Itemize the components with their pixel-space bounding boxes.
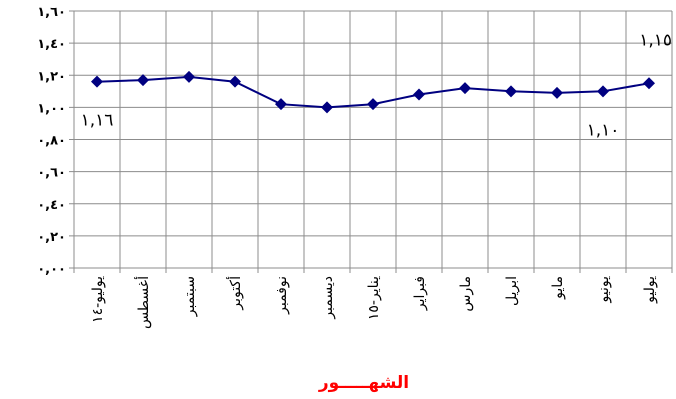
- data-point-marker: [275, 98, 287, 111]
- y-tick-label: ٠,٠٠: [37, 262, 66, 277]
- data-label: ١,١٠: [587, 120, 620, 140]
- x-axis-tick-labels: يوليو-١٤ أغسطس سبتمبر أكتوبر نوفمبر ديسمبر ينا…: [90, 276, 658, 329]
- x-tick-label: ديسمبر: [320, 276, 336, 320]
- x-tick-label: يونيو: [596, 276, 612, 304]
- y-axis-tick-labels: ٠,٠٠ ٠,٢٠ ٠,٤٠ ٠,٦٠ ٠,٨٠ ١,٠٠ ١,٢٠ ١,٤٠ ١,٦٠: [37, 5, 66, 277]
- x-tick-label: يناير-١٥: [366, 276, 382, 320]
- data-label: ١,١٦: [81, 111, 114, 131]
- series-main: [91, 70, 655, 114]
- y-tick-label: ١,٤٠: [37, 37, 66, 52]
- x-tick-label: نوفمبر: [274, 276, 290, 315]
- data-point-marker: [367, 98, 379, 111]
- x-tick-label: فبراير: [412, 276, 428, 311]
- x-tick-label: يوليو: [642, 276, 658, 304]
- x-tick-label: أكتوبر: [226, 276, 244, 311]
- y-tick-label: ٠,٦٠: [37, 166, 66, 181]
- y-tick-label: ١,٢٠: [37, 69, 66, 84]
- data-point-marker: [413, 88, 425, 101]
- data-point-marker: [137, 74, 149, 87]
- x-tick-label: مايو: [550, 276, 566, 300]
- data-point-marker: [91, 75, 103, 88]
- x-tick-label: مارس: [458, 276, 474, 312]
- x-tick-label: يوليو-١٤: [90, 276, 106, 323]
- data-point-marker: [321, 101, 333, 114]
- data-label: ١,١٥: [639, 30, 672, 50]
- data-point-marker: [505, 85, 517, 98]
- data-point-marker: [183, 70, 195, 83]
- data-point-marker: [551, 86, 563, 99]
- x-axis-title: الشهـــــور: [318, 373, 409, 393]
- data-point-marker: [597, 85, 609, 98]
- data-annotations: ١,١٦ ١,١٠ ١,١٥: [81, 30, 672, 140]
- data-point-marker: [459, 82, 471, 95]
- data-point-marker: [643, 77, 655, 90]
- x-tick-label: ابريل: [504, 276, 520, 306]
- y-tick-label: ٠,٨٠: [37, 134, 66, 149]
- y-tick-label: ١,٦٠: [37, 5, 66, 20]
- axes: [69, 10, 673, 273]
- data-point-marker: [229, 75, 241, 88]
- y-tick-label: ٠,٤٠: [37, 198, 66, 213]
- gridlines: [74, 10, 673, 268]
- y-tick-label: ٠,٢٠: [37, 230, 66, 245]
- y-tick-label: ١,٠٠: [37, 101, 66, 116]
- x-tick-label: أغسطس: [134, 276, 152, 329]
- x-tick-label: سبتمبر: [182, 276, 198, 317]
